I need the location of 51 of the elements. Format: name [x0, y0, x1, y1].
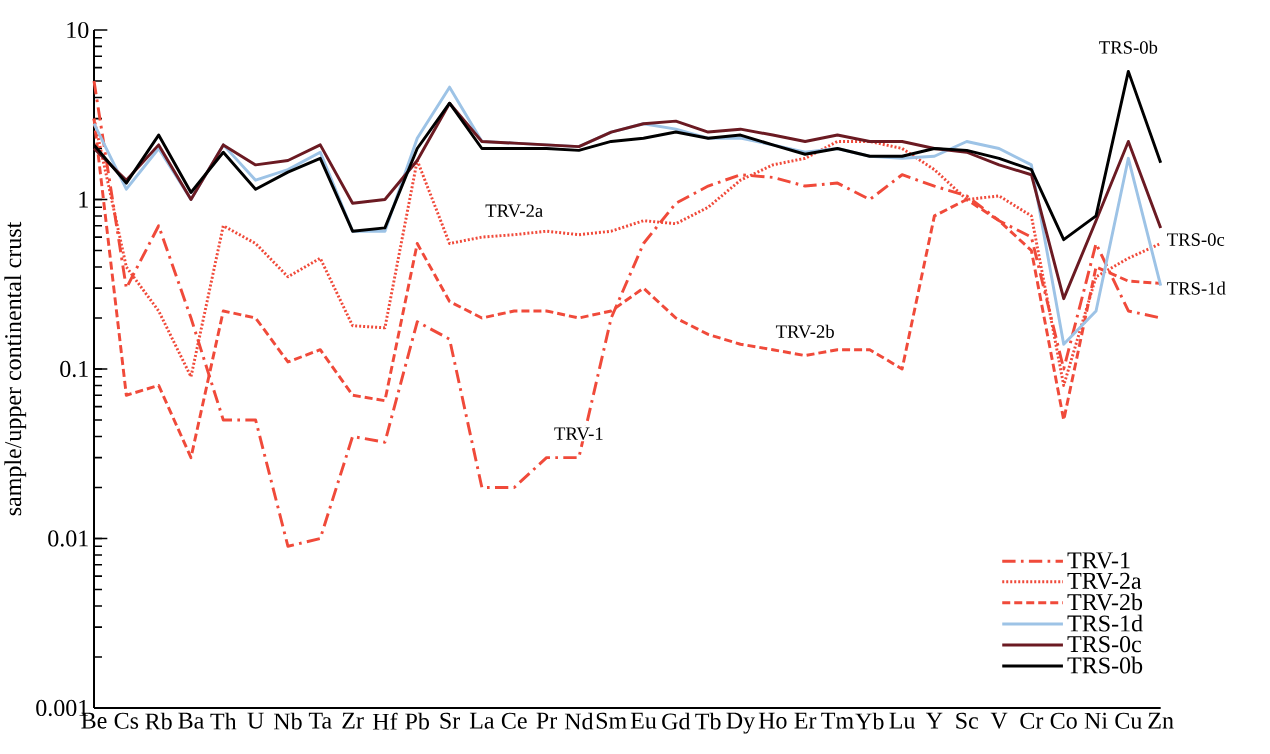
annotation: TRS-0b [1099, 40, 1158, 54]
x-tick-label: Cr [1020, 712, 1044, 729]
x-tick-label: U [247, 712, 264, 729]
x-tick-label: Ho [758, 712, 787, 729]
x-tick-label: Pr [536, 712, 557, 729]
y-tick-label: 0.01 [48, 530, 88, 547]
x-tick-label: Ni [1084, 712, 1108, 729]
annotation: TRV-2b [775, 324, 834, 338]
x-tick-label: Zn [1148, 712, 1174, 729]
legend-label: TRS-0b [1067, 656, 1143, 674]
legend-label: TRS-1d [1067, 614, 1143, 632]
annotation: TRV-2a [485, 204, 543, 218]
x-tick-label: Sr [440, 712, 461, 729]
y-tick-label: 0.1 [60, 360, 88, 378]
x-tick-label: Gd [662, 712, 691, 730]
x-tick-label: Ta [308, 712, 332, 729]
x-tick-label: Rb [145, 712, 172, 730]
legend-label: TRS-0c [1067, 636, 1141, 653]
x-tick-label: Pb [405, 712, 429, 730]
x-tick-label: Ce [501, 712, 527, 729]
x-tick-label: Cu [1115, 712, 1142, 729]
x-tick-label: Er [794, 712, 817, 729]
x-tick-label: Dy [726, 712, 756, 734]
y-tick-label: 1 [79, 191, 88, 208]
x-tick-label: Lu [889, 712, 916, 729]
y-axis-title: sample/upper continental crust [4, 221, 27, 516]
annotation: TRS-0c [1167, 233, 1225, 246]
y-tick-label: 10 [67, 21, 89, 39]
legend-label: TRV-1 [1067, 552, 1130, 569]
x-tick-label: La [469, 712, 495, 729]
x-tick-label: Ba [178, 712, 204, 729]
x-tick-label: Hf [372, 712, 398, 730]
x-tick-label: Th [210, 712, 237, 730]
x-tick-label: Sm [596, 712, 627, 729]
x-tick-label: Y [926, 712, 943, 729]
x-tick-label: Tb [695, 712, 721, 730]
legend-label: TRV-2a [1067, 572, 1142, 590]
x-tick-label: Nd [564, 712, 594, 730]
annotation: TRV-1 [554, 427, 603, 441]
x-tick-label: Nb [273, 712, 302, 730]
annotation: TRS-1d [1167, 281, 1226, 295]
legend-label: TRV-2b [1067, 593, 1143, 611]
x-tick-label: Sc [956, 712, 978, 729]
x-tick-label: V [990, 712, 1008, 729]
x-tick-label: Eu [630, 712, 657, 729]
x-tick-label: Tm [821, 712, 854, 729]
x-tick-label: Zr [342, 712, 364, 729]
x-tick-label: Cs [114, 712, 139, 729]
line-series [92, 101, 1163, 301]
x-tick-label: Co [1050, 712, 1077, 729]
x-tick-label: Yb [855, 712, 884, 730]
